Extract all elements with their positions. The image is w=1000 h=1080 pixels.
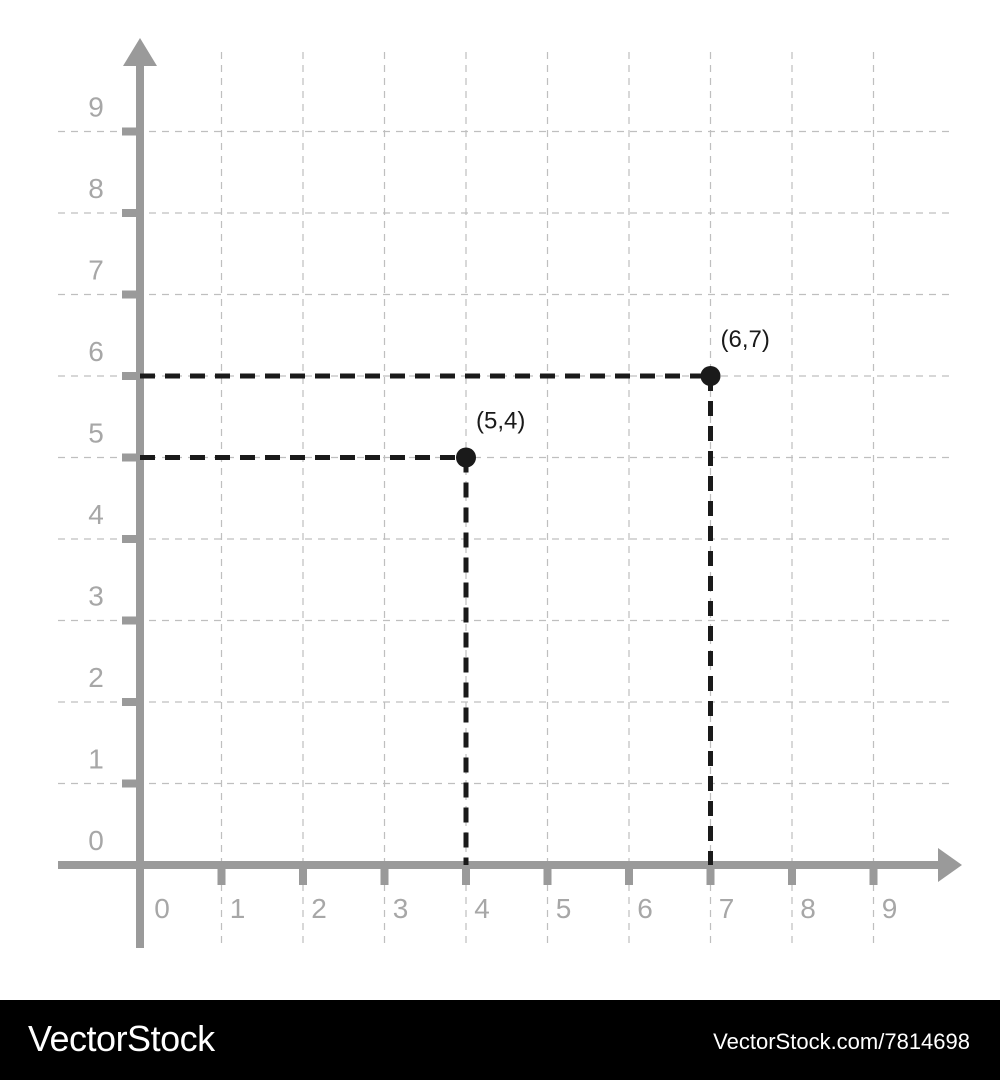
y-tick-label: 7: [88, 255, 104, 286]
x-tick-label: 4: [474, 893, 490, 924]
x-tick-label: 1: [230, 893, 246, 924]
x-tick-label: 5: [556, 893, 572, 924]
y-tick-label: 3: [88, 581, 104, 612]
y-tick-label: 5: [88, 418, 104, 449]
data-points: (5,4) (6,7): [456, 326, 770, 468]
axes: [58, 38, 962, 948]
footer-url: VectorStock.com/7814698: [713, 1029, 970, 1054]
y-tick-label: 6: [88, 336, 104, 367]
data-point: [700, 366, 721, 386]
y-axis-arrow: [123, 38, 157, 66]
point-label: (6,7): [721, 326, 770, 353]
y-tick-label: 1: [88, 744, 104, 775]
x-tick-label: 2: [311, 893, 327, 924]
x-tick-label: 3: [393, 893, 409, 924]
tick-labels: 0 1 2 3 4 5 6 7 8 9 0 1 2 3 4 5 6 7 8 9: [88, 92, 897, 925]
y-tick-label: 8: [88, 173, 104, 204]
x-tick-label: 0: [154, 893, 170, 924]
x-tick-label: 6: [637, 893, 653, 924]
footer-brand: VectorStock: [28, 1018, 215, 1059]
guide-lines: [140, 373, 713, 865]
x-tick-label: 8: [800, 893, 816, 924]
x-tick-label: 9: [882, 893, 898, 924]
data-point: [456, 447, 476, 468]
y-tick-label: 2: [88, 662, 104, 693]
watermark-footer: VectorStock VectorStock.com/7814698: [0, 1000, 1000, 1080]
y-tick-label: 4: [88, 499, 104, 530]
point-label: (5,4): [476, 408, 525, 435]
y-tick-label: 0: [88, 825, 104, 856]
x-tick-label: 7: [719, 893, 735, 924]
grid-lines: [58, 52, 955, 948]
y-tick-label: 9: [88, 92, 104, 123]
coordinate-plot: (5,4) (6,7) 0 1 2 3 4 5 6 7 8 9 0 1 2 3 4 5 6 7 8 9: [58, 38, 962, 948]
x-axis-arrow: [938, 848, 962, 882]
